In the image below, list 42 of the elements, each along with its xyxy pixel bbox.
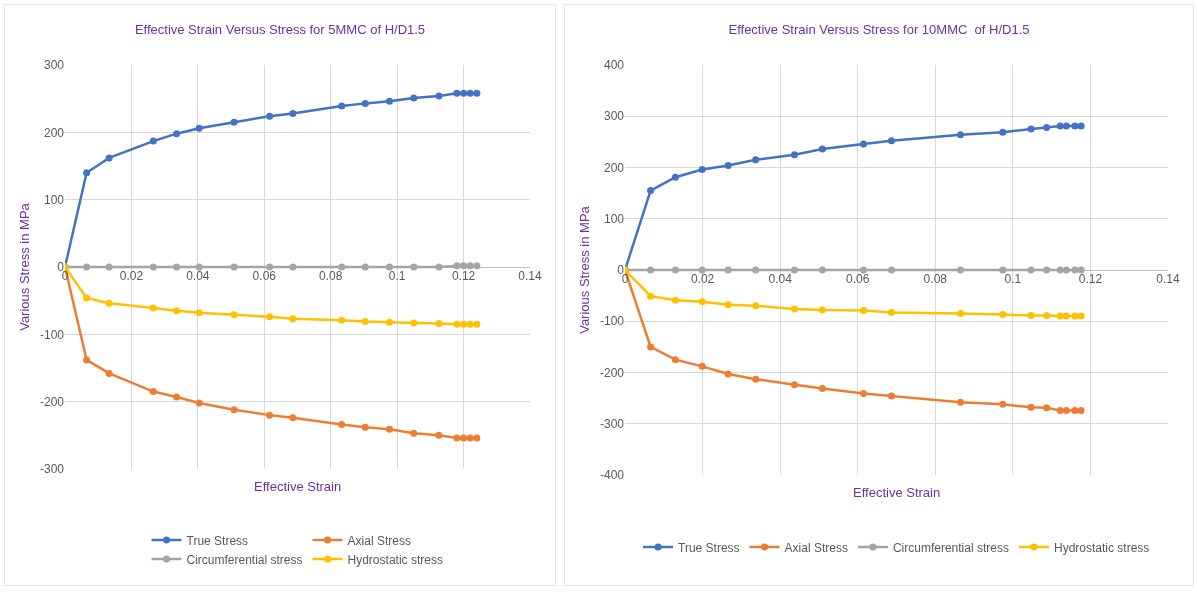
y-tick-label: 400 (603, 58, 625, 73)
x-axis-title: Effective Strain (853, 485, 941, 500)
legend-label: Circumferential stress (892, 540, 1009, 555)
x-tick-label: 0.1 (1004, 272, 1022, 286)
y-tick-label: -200 (599, 365, 625, 380)
x-tick-label: 0.02 (690, 272, 715, 286)
legend-label: True Stress (186, 533, 249, 548)
x-tick-label: 0.14 (518, 269, 542, 283)
y-tick-label: -300 (39, 462, 65, 477)
x-tick-label: 0.14 (1156, 272, 1180, 286)
legend-label: Hydrostatic stress (347, 552, 443, 567)
y-axis-title: Various Stress in MPa (577, 205, 592, 334)
legend-label: True Stress (678, 540, 740, 555)
legend-label: Axial Stress (347, 533, 411, 548)
chart-title: Effective Strain Versus Stress for 10MMC of H/D1.5 (728, 22, 1030, 38)
x-tick-label: 0.06 (252, 269, 277, 283)
x-tick-label: 0.12 (1078, 272, 1103, 286)
y-axis-title: Various Stress in MPa (17, 202, 32, 331)
y-tick-label: 300 (603, 109, 625, 124)
legend-label: Axial Stress (784, 540, 848, 555)
x-tick-label: 0.12 (451, 269, 476, 283)
y-tick-label: -100 (39, 327, 65, 342)
x-tick-label: 0.08 (923, 272, 948, 286)
x-tick-label: 0.1 (388, 269, 406, 283)
y-tick-label: 100 (603, 211, 625, 226)
y-tick-label: 200 (603, 160, 625, 175)
y-tick-label: 100 (43, 192, 65, 207)
y-tick-label: 200 (43, 125, 65, 140)
y-tick-label: -400 (599, 468, 625, 483)
x-tick-label: 0.08 (319, 269, 343, 283)
x-tick-label: 0.04 (186, 269, 210, 283)
x-tick-label: 0.06 (846, 272, 870, 286)
legend-label: Circumferential stress (186, 552, 303, 567)
chart-title: Effective Strain Versus Stress for 5MMC of H/D1.5 (134, 22, 426, 38)
x-axis-title: Effective Strain (254, 479, 342, 494)
legend-label: Hydrostatic stress (1053, 540, 1150, 555)
y-tick-label: -100 (599, 314, 625, 329)
y-tick-label: -300 (599, 416, 625, 431)
y-tick-label: -200 (39, 394, 65, 409)
x-tick-label: 0.04 (768, 272, 793, 286)
y-tick-label: 300 (43, 58, 65, 73)
x-tick-label: 0.02 (119, 269, 144, 283)
